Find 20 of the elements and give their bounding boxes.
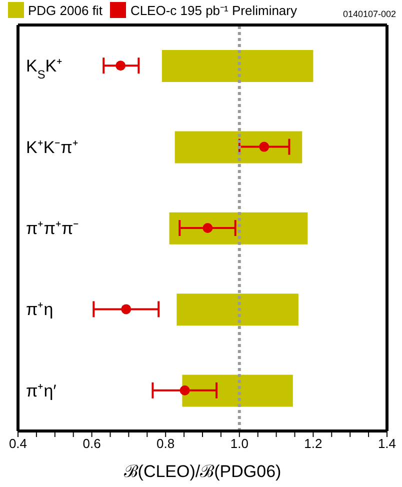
x-tick-label: 0.6 <box>82 436 101 452</box>
y-tick-label: K$_{S}$K⁺ <box>26 56 63 82</box>
point <box>180 385 190 396</box>
x-tick-label: 1.2 <box>304 436 322 452</box>
point <box>259 142 270 152</box>
point <box>202 223 213 233</box>
y-tick-label: K⁺K⁻π⁺ <box>26 138 78 157</box>
x-tick-label: 0.8 <box>156 436 175 452</box>
x-tick-label: 1.0 <box>230 436 248 452</box>
x-tick-label: 1.4 <box>378 436 396 452</box>
x-tick-label: 0.4 <box>8 436 28 452</box>
y-tick-label: π⁺π⁺π⁻ <box>26 219 80 238</box>
y-tick-label: π⁺η′ <box>26 381 56 400</box>
legend-label: CLEO-c 195 pb⁻¹ Preliminary <box>130 2 297 19</box>
point <box>116 60 126 71</box>
text: 0140107-002 <box>342 9 396 19</box>
legend-label: PDG 2006 fit <box>28 2 102 18</box>
x-axis-title: ℬ(CLEO)/ℬ(PDG06) <box>124 462 282 481</box>
point <box>121 304 132 314</box>
y-tick-label: π⁺η <box>26 300 54 320</box>
